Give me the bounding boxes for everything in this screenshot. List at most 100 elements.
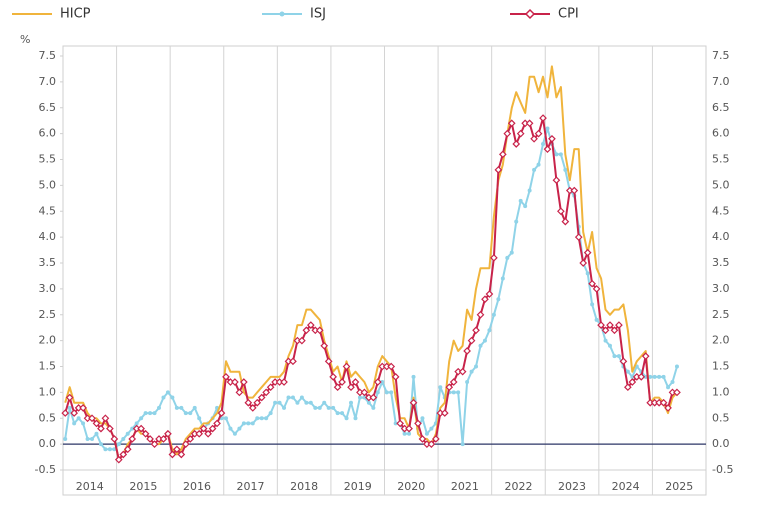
data-point <box>232 431 237 436</box>
y2-tick-label: 7.5 <box>712 49 730 62</box>
data-point <box>237 426 242 431</box>
data-point <box>625 369 630 374</box>
y2-tick-label: 1.5 <box>712 360 730 373</box>
data-point <box>583 248 592 257</box>
data-point <box>338 378 346 386</box>
data-point <box>463 347 471 355</box>
data-point <box>601 326 610 335</box>
y2-tick-label: 2.5 <box>712 308 730 321</box>
data-point <box>88 414 96 423</box>
data-point <box>61 409 70 417</box>
y-tick-label: 2.0 <box>39 334 57 347</box>
data-point <box>445 383 454 392</box>
data-point <box>268 411 273 416</box>
data-point <box>344 416 349 421</box>
data-point <box>259 416 264 421</box>
data-point <box>351 378 360 386</box>
data-point <box>317 405 322 410</box>
data-point <box>72 421 77 426</box>
data-point <box>360 388 369 397</box>
data-point <box>239 378 248 386</box>
data-point <box>570 186 579 195</box>
data-point <box>670 380 675 385</box>
x-tick-label: 2020 <box>397 480 425 493</box>
data-point <box>384 390 389 395</box>
y2-tick-label: 3.0 <box>712 282 730 295</box>
data-point <box>490 253 498 262</box>
data-point <box>107 447 112 452</box>
data-point <box>616 354 621 359</box>
data-point <box>213 419 221 428</box>
data-point <box>152 411 157 416</box>
data-point <box>181 440 190 448</box>
data-point <box>362 395 367 400</box>
data-point <box>472 326 480 335</box>
data-point <box>235 388 244 397</box>
data-point <box>188 411 193 416</box>
data-point <box>523 204 528 209</box>
y2-tick-label: 0.5 <box>712 411 730 424</box>
legend-label: HICP <box>60 7 91 22</box>
data-point <box>469 369 474 374</box>
data-point <box>588 279 596 288</box>
data-point <box>116 442 121 447</box>
data-point <box>414 419 422 428</box>
data-point <box>594 317 599 322</box>
data-point <box>121 436 126 441</box>
data-point <box>81 421 86 426</box>
data-point <box>197 416 202 421</box>
x-tick-label: 2017 <box>237 480 265 493</box>
data-point <box>592 285 601 293</box>
data-point <box>130 426 135 431</box>
data-point <box>139 416 144 421</box>
y2-tick-label: 3.5 <box>712 256 730 269</box>
data-point <box>674 364 679 369</box>
data-point <box>467 336 476 345</box>
data-point <box>624 383 632 392</box>
data-point <box>369 393 378 402</box>
data-point <box>557 207 565 216</box>
data-point <box>295 400 300 405</box>
series-line <box>64 127 678 451</box>
data-point <box>112 447 117 452</box>
data-point <box>402 431 407 436</box>
data-point <box>106 424 114 433</box>
data-point <box>465 380 470 385</box>
data-point <box>574 233 583 241</box>
data-point <box>552 176 561 185</box>
data-point <box>277 400 282 405</box>
data-point <box>125 431 130 436</box>
data-point <box>217 409 226 417</box>
y-unit: % <box>20 33 30 46</box>
x-tick-label: 2019 <box>344 480 372 493</box>
data-point <box>101 414 110 423</box>
y2-tick-label: 4.0 <box>712 230 730 243</box>
x-tick-label: 2024 <box>612 480 640 493</box>
data-point <box>70 409 79 417</box>
data-point <box>79 404 87 412</box>
y2-tick-label: 6.5 <box>712 101 730 114</box>
y-tick-label: 6.5 <box>39 101 57 114</box>
data-point <box>619 357 628 366</box>
data-point <box>76 416 81 421</box>
data-point <box>357 395 362 400</box>
data-point <box>65 393 74 402</box>
data-point <box>429 426 434 431</box>
data-point <box>387 362 396 371</box>
data-point <box>208 424 217 433</box>
data-point <box>585 271 590 276</box>
x-tick-label: 2022 <box>504 480 532 493</box>
data-point <box>606 321 614 329</box>
data-point <box>173 445 181 454</box>
data-point <box>315 326 324 335</box>
data-point <box>516 129 525 138</box>
x-tick-label: 2021 <box>451 480 479 493</box>
y2-tick-label: 2.0 <box>712 334 730 347</box>
data-point <box>427 440 436 448</box>
data-point <box>290 395 295 400</box>
data-point <box>407 431 412 436</box>
y2-tick-label: 5.5 <box>712 153 730 166</box>
y-tick-label: 3.0 <box>39 282 57 295</box>
data-point <box>146 435 154 443</box>
data-point <box>481 295 489 304</box>
